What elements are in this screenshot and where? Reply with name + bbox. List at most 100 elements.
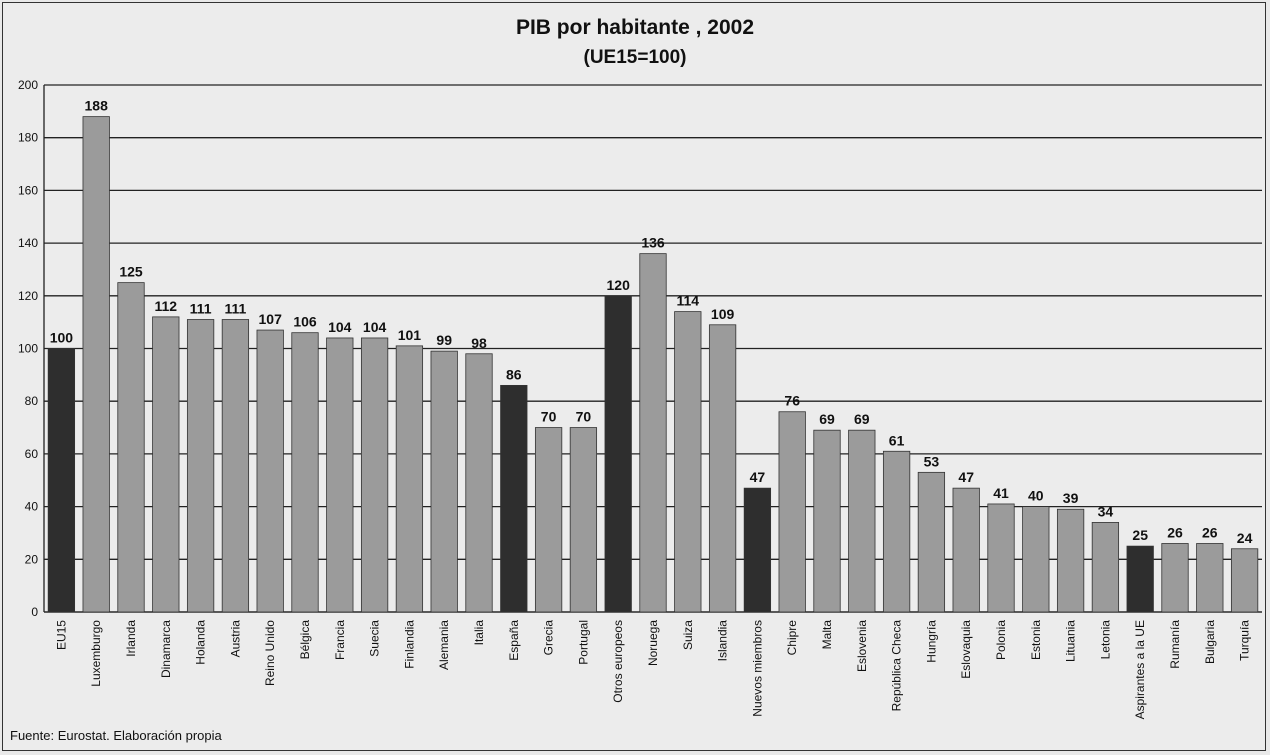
bar xyxy=(186,319,215,613)
x-tick-label: Noruega xyxy=(646,620,660,666)
bar-value-label: 61 xyxy=(889,432,905,448)
x-tick-label: Turquía xyxy=(1238,620,1252,661)
bar xyxy=(1196,543,1224,613)
bar xyxy=(500,384,528,613)
bar xyxy=(117,282,145,613)
y-tick-label: 80 xyxy=(25,394,39,408)
x-tick-label: Chipre xyxy=(785,620,799,656)
x-tick-label: Estonia xyxy=(1029,620,1043,660)
bar xyxy=(743,487,772,613)
x-tick-label: Dinamarca xyxy=(159,620,173,678)
bar-value-label: 70 xyxy=(576,409,592,425)
bar-value-label: 120 xyxy=(607,277,631,293)
bar xyxy=(221,319,250,613)
x-tick-label: Holanda xyxy=(194,620,208,665)
bar-value-label: 70 xyxy=(541,409,557,425)
bar xyxy=(1022,506,1050,613)
bar-value-label: 24 xyxy=(1237,530,1253,546)
x-tick-label: Malta xyxy=(820,620,834,650)
x-tick-label: Alemania xyxy=(437,620,451,670)
chart-title: PIB por habitante , 2002 xyxy=(515,16,755,39)
x-tick-label: Reino Unido xyxy=(263,620,277,686)
y-tick-label: 140 xyxy=(18,236,38,250)
bar xyxy=(395,345,424,613)
x-tick-label: Otros europeos xyxy=(611,620,625,703)
bar-value-label: 69 xyxy=(854,411,870,427)
x-tick-label: Bélgica xyxy=(298,620,312,660)
bar-value-label: 111 xyxy=(224,301,246,317)
y-tick-label: 0 xyxy=(31,605,38,619)
bar-value-label: 114 xyxy=(677,293,700,309)
bar xyxy=(1126,545,1154,613)
bar-value-label: 136 xyxy=(641,235,665,251)
x-tick-label: Portugal xyxy=(576,620,590,665)
bar xyxy=(326,337,354,613)
bar xyxy=(360,337,389,613)
bar xyxy=(778,411,806,613)
x-tick-label: Lituania xyxy=(1064,620,1078,662)
x-tick-label: Polonia xyxy=(994,620,1008,660)
bar xyxy=(152,316,180,613)
bar-value-label: 26 xyxy=(1202,524,1218,540)
x-tick-label: Luxemburgo xyxy=(89,620,103,687)
bar xyxy=(82,116,110,613)
bar-value-label: 106 xyxy=(293,314,317,330)
bar xyxy=(882,450,911,613)
bar-value-label: 104 xyxy=(363,319,387,335)
y-tick-label: 160 xyxy=(18,183,38,197)
bar-value-label: 41 xyxy=(993,485,1009,501)
bar xyxy=(639,253,667,613)
bar xyxy=(430,350,458,613)
bar xyxy=(952,487,980,613)
bar-value-label: 26 xyxy=(1167,524,1183,540)
x-tick-label: República Checa xyxy=(890,620,904,712)
chart-subtitle: (UE15=100) xyxy=(583,47,687,68)
bar-value-label: 69 xyxy=(819,411,835,427)
x-tick-label: Islandia xyxy=(716,620,730,662)
y-tick-label: 40 xyxy=(25,500,39,514)
bar-value-label: 101 xyxy=(398,327,422,343)
x-tick-label: Nuevos miembros xyxy=(750,620,764,717)
bar-value-label: 111 xyxy=(190,301,212,317)
bar xyxy=(708,324,737,613)
bar-value-label: 40 xyxy=(1028,488,1044,504)
bar-value-label: 98 xyxy=(471,335,487,351)
bar-value-label: 53 xyxy=(924,453,940,469)
bar-value-label: 76 xyxy=(784,393,800,409)
bar xyxy=(604,295,632,613)
bar xyxy=(465,353,493,613)
bar-value-label: 25 xyxy=(1132,527,1148,543)
bar-value-label: 104 xyxy=(328,319,352,335)
bar xyxy=(291,332,319,613)
bar xyxy=(256,329,284,613)
bar xyxy=(534,427,563,613)
x-tick-label: Bulgaria xyxy=(1203,620,1217,664)
x-tick-label: Suecia xyxy=(368,620,382,657)
bar-value-label: 86 xyxy=(506,366,522,382)
y-tick-label: 200 xyxy=(18,78,38,92)
bar-value-label: 99 xyxy=(436,332,452,348)
bar xyxy=(987,503,1015,613)
y-tick-label: 100 xyxy=(18,342,38,356)
bar-value-label: 188 xyxy=(85,98,109,114)
x-tick-label: Rumanía xyxy=(1168,620,1182,669)
x-tick-label: Suiza xyxy=(681,620,695,650)
bar-value-label: 109 xyxy=(711,306,735,322)
y-tick-label: 180 xyxy=(18,131,38,145)
x-tick-label: España xyxy=(507,620,521,661)
bar-value-label: 125 xyxy=(119,264,143,280)
x-tick-label: Aspirantes a la UE xyxy=(1133,620,1147,719)
source-note: Fuente: Eurostat. Elaboración propia xyxy=(10,728,222,743)
x-tick-label: Francia xyxy=(333,620,347,660)
bar xyxy=(674,311,702,613)
y-tick-label: 20 xyxy=(25,552,39,566)
bar xyxy=(47,348,76,613)
x-tick-label: Finlandia xyxy=(402,620,416,669)
bar xyxy=(1056,508,1085,613)
x-tick-label: Eslovaquia xyxy=(959,620,973,679)
bar-value-label: 34 xyxy=(1098,503,1114,519)
bar xyxy=(1230,548,1259,613)
bar-value-label: 100 xyxy=(50,330,74,346)
bar-value-label: 47 xyxy=(750,469,766,485)
